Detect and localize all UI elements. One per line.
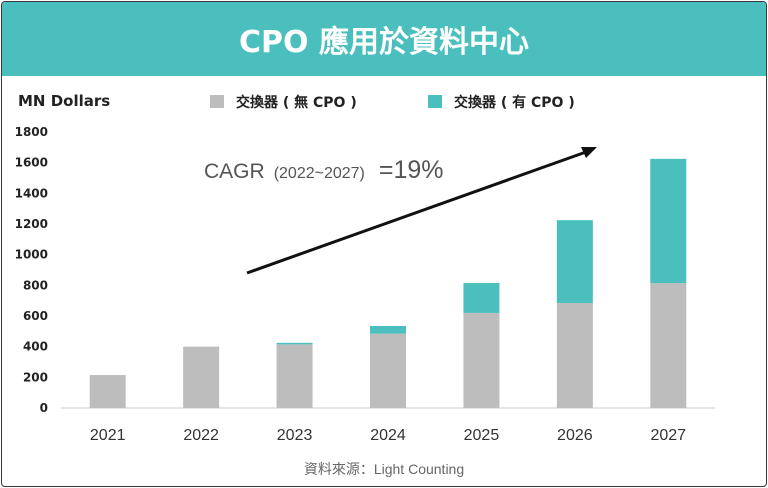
bar-without-cpo-2025 — [463, 312, 500, 408]
source-note: 資料來源：Light Counting — [304, 461, 464, 477]
bar-with-cpo-2027 — [650, 158, 687, 284]
bar-with-cpo-2023 — [276, 342, 313, 345]
bar-with-cpo-2025 — [463, 283, 500, 313]
growth-arrow-line — [246, 150, 587, 275]
legend-swatch-with-cpo — [428, 95, 442, 108]
chart-title: CPO 應用於資料中心 — [2, 2, 766, 76]
bar-without-cpo-2021 — [89, 375, 126, 408]
cagr-annotation: CAGR (2022~2027) =19% — [204, 156, 444, 184]
y-tick-label: 0 — [40, 401, 48, 415]
y-tick-label: 200 — [23, 370, 48, 384]
y-axis-ticks: 0 200 400 600 800 1000 1200 1400 1600 1800 — [15, 125, 48, 415]
x-tick-label: 2026 — [557, 427, 593, 444]
legend-label-with-cpo: 交換器 ( 有 CPO ) — [454, 94, 575, 111]
y-tick-label: 1800 — [15, 125, 48, 139]
y-axis-title: MN Dollars — [18, 92, 110, 110]
bar-without-cpo-2026 — [556, 302, 593, 408]
x-tick-label: 2021 — [90, 427, 126, 444]
x-tick-label: 2022 — [183, 427, 219, 444]
bar-with-cpo-2026 — [556, 220, 593, 303]
y-tick-label: 400 — [23, 340, 48, 354]
y-tick-label: 1000 — [15, 248, 48, 262]
y-tick-label: 1200 — [15, 217, 48, 231]
bar-without-cpo-2023 — [276, 344, 313, 408]
cagr-value: =19% — [379, 156, 444, 184]
bar-without-cpo-2022 — [183, 346, 220, 408]
y-tick-label: 1400 — [15, 186, 48, 200]
y-tick-label: 800 — [23, 278, 48, 292]
bar-without-cpo-2024 — [370, 333, 406, 408]
cagr-period: (2022~2027) — [274, 165, 365, 182]
legend-label-without-cpo: 交換器 ( 無 CPO ) — [236, 94, 357, 111]
x-tick-label: 2025 — [464, 427, 500, 444]
legend-swatch-without-cpo — [210, 95, 224, 108]
growth-arrow-head — [581, 147, 597, 158]
y-tick-label: 600 — [23, 309, 48, 323]
x-tick-label: 2027 — [650, 427, 686, 444]
y-tick-label: 1600 — [15, 156, 48, 170]
cagr-label: CAGR — [204, 160, 265, 183]
bars — [89, 158, 687, 408]
x-axis-ticks: 2021 2022 2023 2024 2025 2026 2027 — [90, 427, 686, 444]
x-tick-label: 2023 — [277, 427, 313, 444]
x-tick-label: 2024 — [370, 427, 406, 444]
bar-with-cpo-2024 — [370, 325, 406, 334]
bar-without-cpo-2027 — [650, 283, 687, 408]
